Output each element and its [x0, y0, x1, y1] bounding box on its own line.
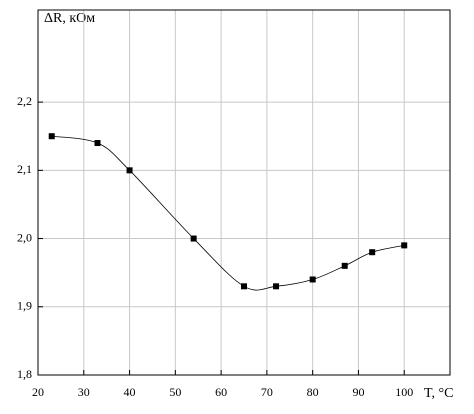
x-tick-label: 100	[395, 385, 413, 399]
x-axis-label: T, °C	[424, 386, 453, 401]
x-tick-label: 30	[78, 385, 90, 399]
marker	[48, 133, 55, 140]
x-tick-label: 70	[261, 385, 273, 399]
marker	[401, 242, 408, 249]
marker	[273, 283, 280, 290]
marker	[341, 262, 348, 269]
x-tick-label: 60	[215, 385, 227, 399]
marker	[190, 235, 197, 242]
y-tick-label: 2,1	[17, 162, 32, 176]
plot-frame	[37, 9, 451, 376]
curve	[51, 135, 405, 291]
y-tick-label: 2,2	[17, 94, 32, 108]
x-tick-label: 50	[169, 385, 181, 399]
x-tick-label: 90	[352, 385, 364, 399]
x-tick-label: 40	[124, 385, 136, 399]
x-tick-label: 80	[307, 385, 319, 399]
marker	[241, 283, 247, 290]
y-tick-label: 1,8	[17, 367, 32, 381]
y-tick-label: 2,0	[17, 230, 32, 244]
y-tick-label: 1,9	[17, 299, 32, 313]
marker	[369, 249, 376, 256]
marker	[94, 140, 101, 147]
x-tick-label: 20	[32, 385, 44, 399]
y-axis-label: ΔR, кОм	[44, 11, 95, 26]
marker	[309, 276, 316, 283]
marker	[126, 167, 133, 174]
